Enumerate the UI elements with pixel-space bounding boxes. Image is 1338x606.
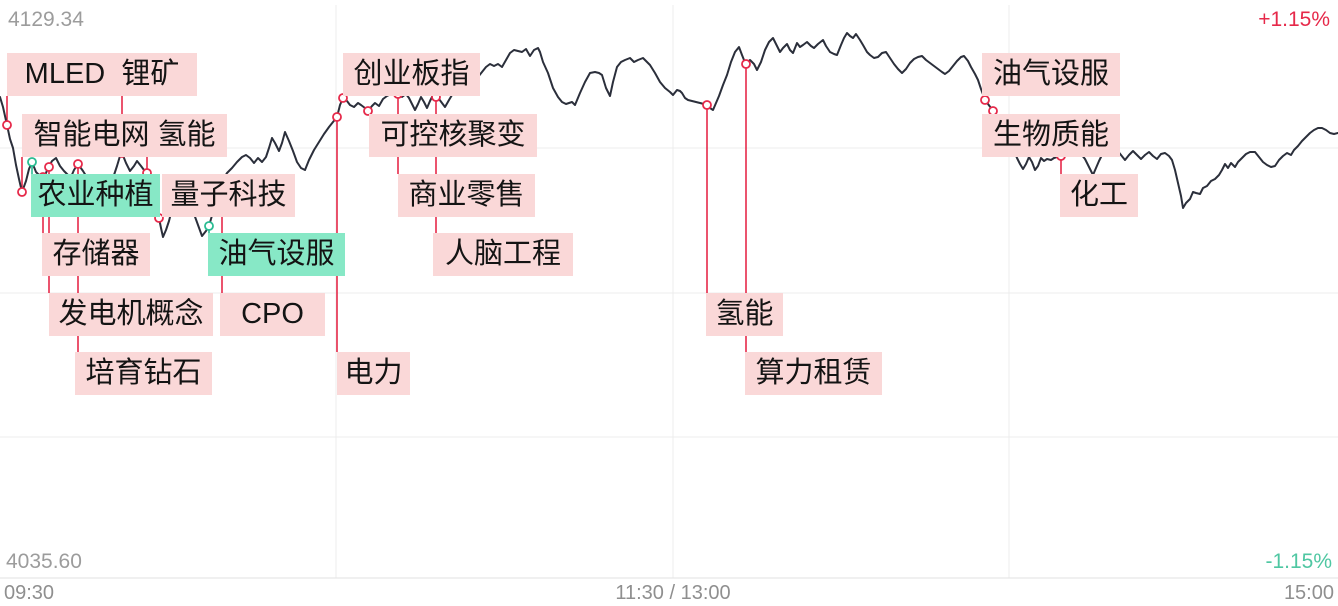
marker-point [2,120,12,130]
sector-marker-label[interactable]: MLED 锂矿 [7,53,197,96]
sector-marker-label[interactable]: 量子科技 [162,174,295,217]
y-min-price: 4035.60 [6,550,82,573]
marker-point [27,157,37,167]
x-tick-close: 15:00 [1283,582,1334,604]
sector-marker-label[interactable]: 氢能 [706,293,783,336]
sector-marker-label[interactable]: 油气设服 [208,233,345,276]
sector-marker-label[interactable]: 发电机概念 [49,293,213,336]
sector-marker-label[interactable]: 算力租赁 [745,352,882,395]
y-max-price: 4129.34 [8,8,84,31]
x-tick-midday: 11:30 / 13:00 [615,582,731,604]
sector-marker-label[interactable]: 商业零售 [398,174,535,217]
sector-marker-label[interactable]: 智能电网 氢能 [22,114,227,157]
marker-point [741,59,751,69]
marker-point [204,221,214,231]
sector-marker-label[interactable]: 生物质能 [982,114,1120,157]
y-max-percent: +1.15% [1258,8,1330,31]
marker-point [702,100,712,110]
sector-marker-label[interactable]: 油气设服 [982,53,1120,96]
marker-point [73,159,83,169]
sector-marker-label[interactable]: 培育钻石 [75,352,212,395]
sector-marker-label[interactable]: 化工 [1060,174,1138,217]
x-tick-open: 09:30 [4,582,55,604]
y-min-percent: -1.15% [1265,550,1332,573]
marker-point [44,162,54,172]
sector-marker-label[interactable]: 创业板指 [343,53,480,96]
sector-marker-label[interactable]: 存储器 [42,233,150,276]
marker-point [332,112,342,122]
sector-marker-label[interactable]: CPO [220,293,325,336]
marker-point [17,187,27,197]
marker-point [363,106,373,116]
sector-marker-label[interactable]: 农业种植 [31,174,160,217]
sector-marker-label[interactable]: 人脑工程 [433,233,573,276]
marker-point [980,95,990,105]
sector-marker-label[interactable]: 电力 [337,352,410,395]
sector-marker-label[interactable]: 可控核聚变 [369,114,537,157]
